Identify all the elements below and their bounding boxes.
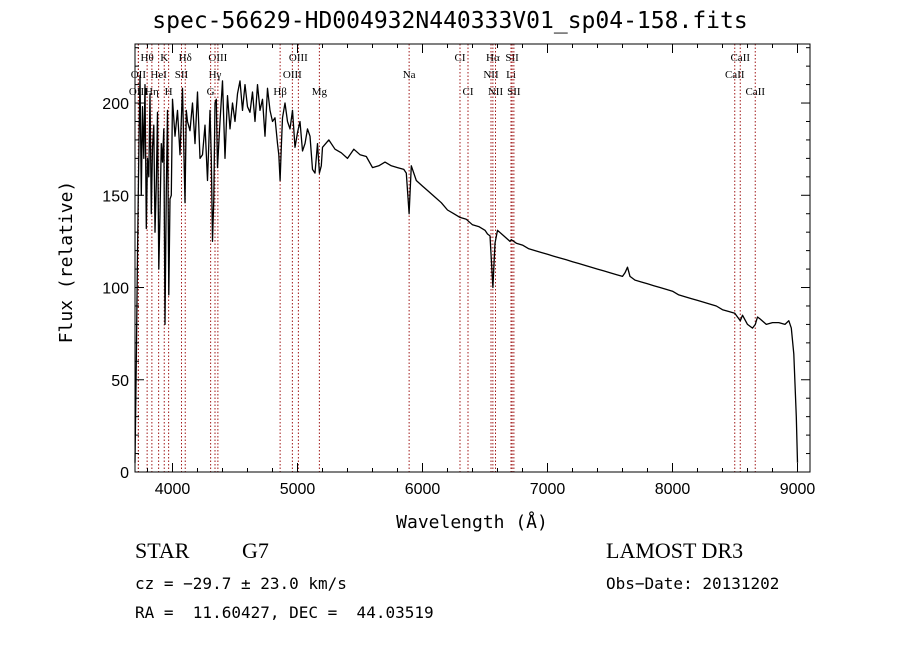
line-marker-label: SII (507, 86, 521, 98)
line-marker-label: CaII (745, 86, 765, 98)
redshift-velocity: cz = −29.7 ± 23.0 km/s (135, 574, 347, 593)
tick-labels: 4000 5000 6000 7000 8000 9000 0 50 100 150 200 (102, 96, 815, 498)
line-marker-label: NII (488, 86, 504, 98)
line-marker-label: CaII (725, 69, 745, 81)
x-tick-label: 9000 (780, 481, 816, 498)
line-marker-label: OIII (208, 52, 227, 64)
x-tick-label: 7000 (530, 481, 566, 498)
line-marker-label: CaII (730, 52, 750, 64)
line-marker-label: CI (463, 86, 474, 98)
flux-line (134, 74, 799, 463)
y-tick-label: 200 (102, 96, 129, 113)
line-marker-label: OIII (129, 86, 148, 98)
line-marker-label: Hγ (209, 69, 222, 81)
line-marker-label: H (165, 86, 173, 98)
y-tick-label: 0 (120, 465, 129, 482)
x-tick-label: 8000 (655, 481, 691, 498)
observation-date: Obs−Date: 20131202 (606, 574, 780, 593)
line-marker-label: Hδ (179, 52, 192, 64)
line-marker-label: Hα (486, 52, 500, 64)
y-tick-label: 150 (102, 188, 129, 205)
line-marker-label: Hη (145, 86, 159, 98)
chart-title: spec-56629-HD004932N440333V01_sp04-158.f… (152, 8, 748, 34)
object-type: STAR (135, 538, 190, 563)
line-marker-label: K (160, 52, 168, 64)
line-marker-label: HeI (150, 69, 167, 81)
axes (134, 43, 811, 473)
line-marker-label: OIII (289, 52, 308, 64)
y-axis-label: Flux (relative) (56, 181, 77, 344)
x-axis-label: Wavelength (Å) (396, 511, 548, 533)
x-tick-label: 5000 (280, 481, 316, 498)
line-marker-label: OIII (283, 69, 302, 81)
line-marker-label: SII (175, 69, 189, 81)
flux-series (134, 74, 799, 463)
spectral-subclass: G7 (242, 538, 269, 563)
sky-coordinates: RA = 11.60427, DEC = 44.03519 (135, 603, 434, 622)
y-tick-label: 100 (102, 281, 129, 298)
x-tick-label: 4000 (155, 481, 191, 498)
line-marker-label: Li (506, 69, 516, 81)
line-marker-label: Hβ (273, 86, 287, 98)
line-marker-label: G (207, 86, 215, 98)
line-marker-label: NII (483, 69, 499, 81)
line-marker-label: CI (455, 52, 466, 64)
line-marker-label: SII (505, 52, 519, 64)
y-tick-label: 50 (111, 373, 129, 390)
line-marker-label: Na (403, 69, 416, 81)
survey-name: LAMOST DR3 (606, 538, 744, 563)
line-marker-label: Hθ (141, 52, 154, 64)
x-tick-label: 6000 (405, 481, 441, 498)
line-marker-label: Mg (312, 86, 328, 98)
